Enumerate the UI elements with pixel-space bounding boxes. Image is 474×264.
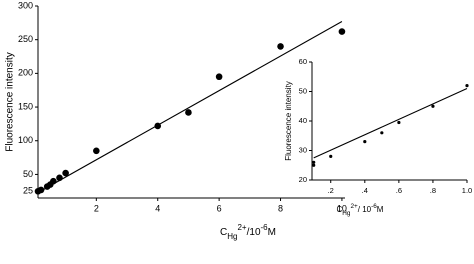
data-point (397, 120, 401, 125)
x-tick-label: .6 (396, 186, 402, 195)
x-axis-label-part: -6 (261, 223, 269, 232)
data-point (363, 140, 367, 144)
y-tick-label: 150 (18, 101, 33, 111)
y-tick-label: 40 (299, 116, 307, 125)
x-axis-label-part: C (337, 205, 343, 214)
data-point (338, 28, 346, 35)
x-axis-label-part: M (268, 227, 276, 238)
x-axis-label-part: / 10 (358, 205, 372, 214)
x-tick-label: .4 (362, 186, 368, 195)
data-point (312, 163, 316, 167)
y-tick-label: 300 (18, 0, 33, 10)
x-tick-label: 4 (155, 203, 160, 213)
x-tick-label: 10 (337, 203, 347, 213)
y-tick-label: 200 (18, 68, 33, 78)
data-point (329, 154, 333, 158)
y-tick-label: 250 (18, 34, 33, 44)
x-tick-label: .2 (328, 186, 334, 195)
data-point (154, 122, 162, 130)
y-axis-label: Fluorescence intensity (5, 52, 16, 152)
x-tick-label: 1.0 (462, 186, 472, 195)
x-axis-label-part: 2+ (237, 223, 246, 232)
x-tick-label: 6 (217, 203, 222, 213)
data-point (37, 186, 45, 194)
x-tick-label: 8 (278, 203, 283, 213)
data-point (215, 73, 223, 81)
y-tick-label: 20 (299, 175, 307, 184)
data-point (185, 109, 192, 116)
x-tick-label: 2 (94, 203, 99, 213)
fit-line (313, 88, 468, 159)
data-point (465, 84, 469, 88)
data-point (312, 160, 316, 164)
y-tick-label: 50 (299, 86, 307, 95)
x-axis-label-part: /10 (247, 227, 261, 238)
x-tick-label: .8 (430, 186, 436, 195)
x-axis-label-part: C (220, 227, 227, 238)
data-point (93, 147, 100, 155)
data-point (62, 169, 69, 177)
data-point (277, 43, 284, 50)
data-point (56, 174, 63, 182)
x-axis-label: CHg2+/10-6M (220, 223, 276, 241)
x-axis-label-part: -6 (371, 203, 377, 210)
y-tick-label: 25 (23, 186, 33, 196)
y-tick-label: 100 (18, 135, 33, 145)
data-point (50, 177, 57, 185)
x-axis-label-part: Hg (342, 210, 351, 217)
x-axis-label-part: 2+ (350, 203, 358, 210)
y-tick-label: 50 (23, 169, 33, 179)
y-axis-label: Fluorescence intensity (284, 81, 293, 161)
x-axis-label: CHg2+/ 10-6M (337, 203, 384, 217)
y-tick-label: 60 (299, 57, 307, 66)
x-axis-label-part: M (377, 205, 384, 214)
data-point (431, 104, 435, 108)
x-axis-label-part: Hg (227, 232, 237, 241)
fit-line (37, 21, 343, 194)
y-tick-label: 30 (299, 145, 307, 154)
data-point (380, 131, 384, 135)
